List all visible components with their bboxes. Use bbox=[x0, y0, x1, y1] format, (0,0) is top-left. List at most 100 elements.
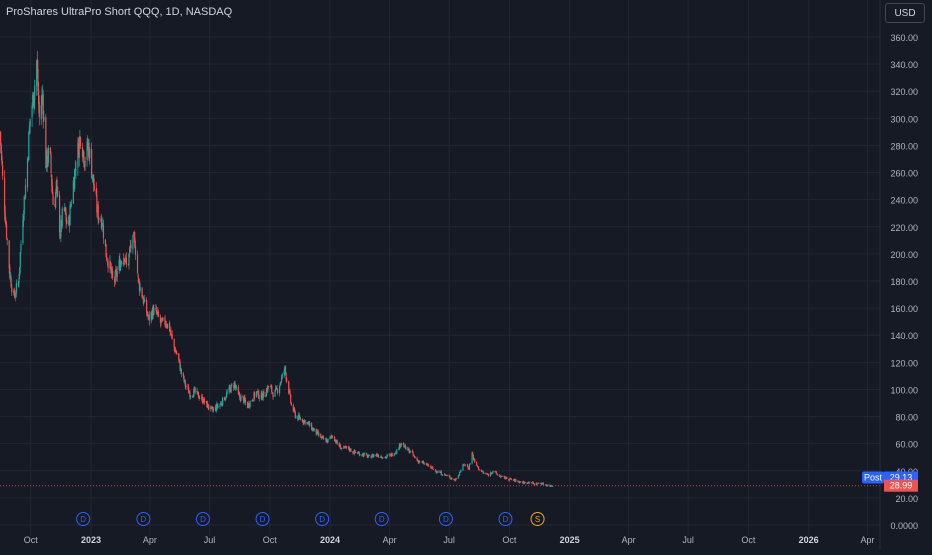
candle-body bbox=[322, 436, 324, 438]
candle-body bbox=[320, 434, 322, 439]
candle-body bbox=[441, 474, 443, 476]
candle-body bbox=[22, 220, 24, 244]
candle-body bbox=[27, 158, 29, 160]
dividend-marker[interactable] bbox=[76, 512, 91, 526]
candle-body bbox=[497, 474, 499, 476]
candle-body bbox=[483, 473, 485, 474]
grid bbox=[0, 0, 880, 536]
candle-body bbox=[161, 319, 163, 321]
dividend-marker[interactable] bbox=[438, 512, 453, 526]
candle-body bbox=[185, 385, 187, 387]
candle-body bbox=[442, 475, 444, 476]
candle-body bbox=[326, 439, 328, 442]
candle-body bbox=[2, 165, 4, 176]
candle-body bbox=[418, 461, 420, 463]
candle-body bbox=[28, 125, 31, 134]
candle-body bbox=[404, 445, 406, 447]
candle-body bbox=[431, 466, 433, 468]
candle-body bbox=[399, 443, 401, 448]
candle-body bbox=[235, 386, 237, 389]
candle-body bbox=[87, 142, 89, 149]
candle-body bbox=[290, 394, 292, 403]
candle-body bbox=[476, 461, 478, 466]
candle-body bbox=[178, 353, 180, 361]
candle-body bbox=[70, 204, 72, 206]
candle-body bbox=[473, 458, 475, 460]
candle-body bbox=[93, 184, 95, 191]
candle-body bbox=[500, 476, 503, 477]
candle-body bbox=[223, 397, 226, 401]
candle-body bbox=[133, 234, 135, 237]
y-tick-label: 0.0000 bbox=[890, 521, 918, 531]
candle-body bbox=[260, 393, 262, 398]
candle-body bbox=[398, 449, 400, 450]
candle-body bbox=[109, 260, 111, 269]
candle-body bbox=[244, 397, 246, 401]
candle-body bbox=[527, 481, 529, 484]
candle-body bbox=[407, 446, 409, 451]
candle-body bbox=[449, 478, 452, 480]
candle-body bbox=[275, 387, 277, 390]
candle-body bbox=[212, 408, 214, 411]
candle-body bbox=[326, 439, 328, 443]
candle-body bbox=[101, 224, 103, 227]
candle-body bbox=[151, 307, 154, 320]
candle-body bbox=[338, 443, 340, 447]
candle-body bbox=[258, 398, 260, 399]
candle-body bbox=[54, 204, 56, 207]
axes: 0.000020.0040.0060.0080.00100.00120.0014… bbox=[24, 0, 918, 550]
dividend-marker[interactable] bbox=[255, 512, 270, 526]
candle-body bbox=[239, 394, 241, 398]
candle-body bbox=[256, 391, 258, 397]
candle-body bbox=[274, 390, 276, 397]
candle-body bbox=[271, 385, 273, 392]
candle-body bbox=[440, 471, 442, 474]
candle-body bbox=[89, 148, 91, 159]
candle-body bbox=[504, 478, 507, 480]
candle-body bbox=[13, 291, 15, 293]
candle-body bbox=[132, 233, 135, 235]
candle-body bbox=[334, 440, 336, 442]
candle-body bbox=[150, 312, 152, 320]
candle-body bbox=[474, 458, 476, 462]
dividend-marker[interactable] bbox=[498, 512, 513, 526]
candle-body bbox=[95, 189, 97, 195]
candle-body bbox=[312, 428, 314, 431]
candle-body bbox=[357, 452, 359, 454]
x-tick-label: Oct bbox=[741, 535, 756, 545]
candle-body bbox=[457, 475, 459, 479]
candle-body bbox=[388, 454, 391, 456]
dividend-marker[interactable] bbox=[374, 512, 389, 526]
candle-body bbox=[413, 455, 416, 457]
candle-body bbox=[549, 484, 551, 487]
dividend-marker[interactable] bbox=[195, 512, 210, 526]
candle-body bbox=[425, 463, 427, 465]
candle-body bbox=[547, 485, 549, 486]
candle-body bbox=[265, 394, 267, 398]
x-tick-label: Apr bbox=[622, 535, 636, 545]
candle-body bbox=[84, 160, 86, 167]
candle-body bbox=[24, 185, 27, 199]
candle-body bbox=[125, 256, 127, 260]
candle-body bbox=[47, 148, 50, 163]
candle-body bbox=[75, 168, 77, 171]
candle-body bbox=[36, 60, 38, 86]
candle-body bbox=[77, 142, 79, 168]
candle-body bbox=[197, 391, 199, 398]
candle-body bbox=[256, 391, 258, 393]
candle-body bbox=[477, 466, 479, 468]
candle-body bbox=[412, 452, 414, 456]
split-marker[interactable] bbox=[530, 512, 545, 526]
candle-body bbox=[137, 274, 139, 278]
dividend-marker[interactable] bbox=[136, 512, 151, 526]
candle-body bbox=[129, 248, 131, 253]
currency-button[interactable]: USD bbox=[885, 3, 925, 23]
candle-body bbox=[526, 482, 528, 484]
candle-body bbox=[269, 386, 272, 388]
candle-body bbox=[138, 281, 141, 291]
dividend-marker-label: D bbox=[443, 515, 449, 524]
dividend-marker[interactable] bbox=[315, 512, 330, 526]
